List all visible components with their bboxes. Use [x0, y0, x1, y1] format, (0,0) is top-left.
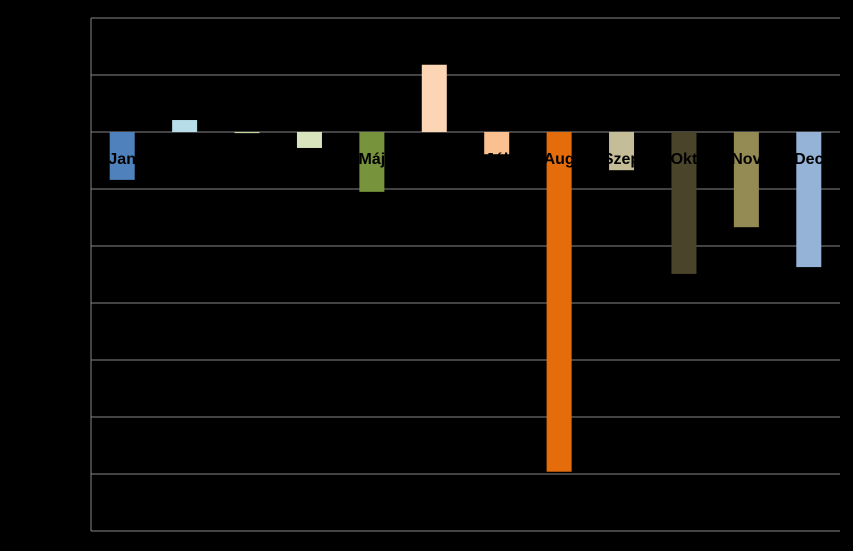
- x-tick-label: Szep: [603, 151, 641, 168]
- bar: [359, 132, 385, 192]
- x-tick-label: Jan: [108, 151, 136, 168]
- y-tick-label: -6: [69, 465, 83, 482]
- x-tick-label: Máj: [359, 151, 386, 168]
- y-tick-label: 2: [74, 9, 83, 26]
- x-tick-label: Dec: [794, 151, 823, 168]
- x-tick-label: Feb: [170, 151, 199, 168]
- y-tick-label: -3: [69, 294, 83, 311]
- x-tick-label: Nov: [731, 151, 761, 168]
- x-tick-label: Aug: [544, 151, 575, 168]
- bars-layer: [109, 64, 822, 472]
- bar: [172, 120, 198, 132]
- bar: [234, 132, 260, 134]
- bar: [609, 132, 635, 171]
- y-tick-label: 0: [74, 123, 83, 140]
- grid-layer: [90, 17, 840, 532]
- x-tick-label: Ápr: [296, 149, 324, 168]
- bar: [671, 132, 697, 274]
- x-tick-label: Jún: [420, 151, 448, 168]
- bar: [109, 132, 135, 180]
- y-tick-label: -4: [69, 351, 83, 368]
- bar: [296, 132, 322, 148]
- y-tick-label: -7: [69, 522, 83, 539]
- x-tick-label: Okt: [671, 151, 698, 168]
- bar: [421, 64, 447, 132]
- y-tick-label: -1: [69, 180, 83, 197]
- bar: [484, 132, 510, 155]
- y-tick-label: -2: [69, 237, 83, 254]
- labels-layer: -7 -6 -5 -4 -3 -2 -1 0 1 2 Jan Feb Már Ápr Máj Jún Júl Au…: [69, 9, 824, 539]
- bar: [733, 132, 759, 228]
- x-tick-label: Már: [233, 151, 261, 168]
- y-tick-label: -5: [69, 408, 83, 425]
- y-tick-label: 1: [74, 66, 83, 83]
- bar: [796, 132, 822, 268]
- x-tick-label: Júl: [485, 151, 508, 168]
- bar: [546, 132, 572, 472]
